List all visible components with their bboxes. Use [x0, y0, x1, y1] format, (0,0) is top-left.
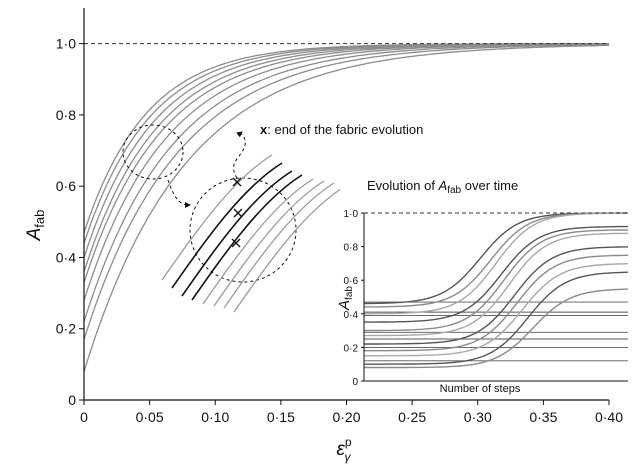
inset-series-line	[364, 246, 629, 345]
x-tick-label: 0·15	[267, 409, 295, 425]
zoom-line	[171, 162, 283, 289]
inset-y-tick-label: 0·8	[344, 243, 359, 254]
zoom-line	[161, 154, 273, 281]
x-ticks: 0 0·05 0·10 0·15 0·20 0·25 0·30 0·35 0·40	[80, 400, 623, 425]
zoom-line	[202, 178, 314, 305]
main-curves	[83, 43, 610, 372]
inset-chart: Evolution of Afab over time 0 0·2 0·4 0·6 0·…	[336, 170, 640, 395]
inset-y-tick-label: 0·6	[344, 276, 359, 287]
zoom-line	[233, 186, 345, 313]
inset-y-tick-label: 0	[352, 377, 358, 388]
y-tick-label: 0	[68, 392, 76, 408]
inset-series-line	[364, 225, 628, 323]
inset-title: Evolution of Afab over time	[367, 178, 518, 196]
inset-x-axis-label: Number of steps	[440, 383, 521, 395]
x-tick-label: 0·10	[201, 409, 229, 425]
end-marker-2	[233, 208, 243, 218]
zoom-line	[213, 180, 325, 307]
x-tick-label: 0·40	[595, 409, 623, 425]
zoom-callout	[122, 124, 345, 313]
inset-y-tick-label: 1·0	[344, 209, 359, 220]
inset-y-tick-label: 0·4	[344, 310, 359, 321]
zoom-arrow	[167, 179, 191, 208]
y-tick-label: 0·4	[56, 249, 76, 265]
inset-y-axis-label: Afab	[336, 286, 355, 311]
inset-series-line	[364, 271, 629, 365]
x-tick-label: 0·25	[398, 409, 426, 425]
inset-y-tick-label: 0·2	[344, 343, 359, 354]
y-tick-label: 0·2	[56, 321, 76, 337]
zoom-line	[181, 170, 293, 297]
series-line	[83, 44, 610, 340]
x-axis-label: εp γ	[336, 435, 351, 464]
zoom-line	[223, 182, 335, 309]
x-tick-label: 0	[80, 409, 88, 425]
x-tick-label: 0·30	[464, 409, 492, 425]
inset-series-line	[364, 263, 629, 357]
x-tick-label: 0·05	[136, 409, 164, 425]
x-tick-label: 0·35	[529, 409, 557, 425]
y-tick-label: 0·6	[56, 178, 76, 194]
inset-curves	[363, 212, 629, 369]
zoom-line	[191, 174, 303, 301]
series-line	[83, 44, 610, 372]
y-ticks: 0 0·2 0·4 0·6 0·8 1·0	[56, 36, 84, 408]
zoom-source-ellipse	[122, 124, 184, 180]
main-chart: 0 0·05 0·10 0·15 0·20 0·25 0·30 0·35 0·40 00·20·…	[24, 8, 623, 464]
inset-series-line	[364, 229, 629, 332]
zoom-lines	[161, 154, 345, 313]
y-tick-label: 0·8	[56, 107, 76, 123]
inset-series-line	[364, 212, 628, 315]
inset-y-ticks: 0 0·2 0·4 0·6 0·8 1·0	[344, 209, 364, 388]
inset-background	[340, 170, 640, 395]
annotation-arrow	[233, 131, 246, 179]
end-marker-1	[232, 177, 242, 187]
end-markers	[231, 177, 243, 248]
inset-series-line	[364, 254, 628, 352]
end-marker-3	[231, 238, 241, 248]
inset-series-line	[364, 288, 629, 369]
x-tick-label: 0·20	[332, 409, 360, 425]
y-tick-label: 1·0	[56, 36, 76, 52]
annotation-text: x: end of the fabric evolution	[260, 122, 423, 137]
inset-series-line	[364, 232, 629, 337]
y-axis-label: Afab	[24, 210, 47, 242]
